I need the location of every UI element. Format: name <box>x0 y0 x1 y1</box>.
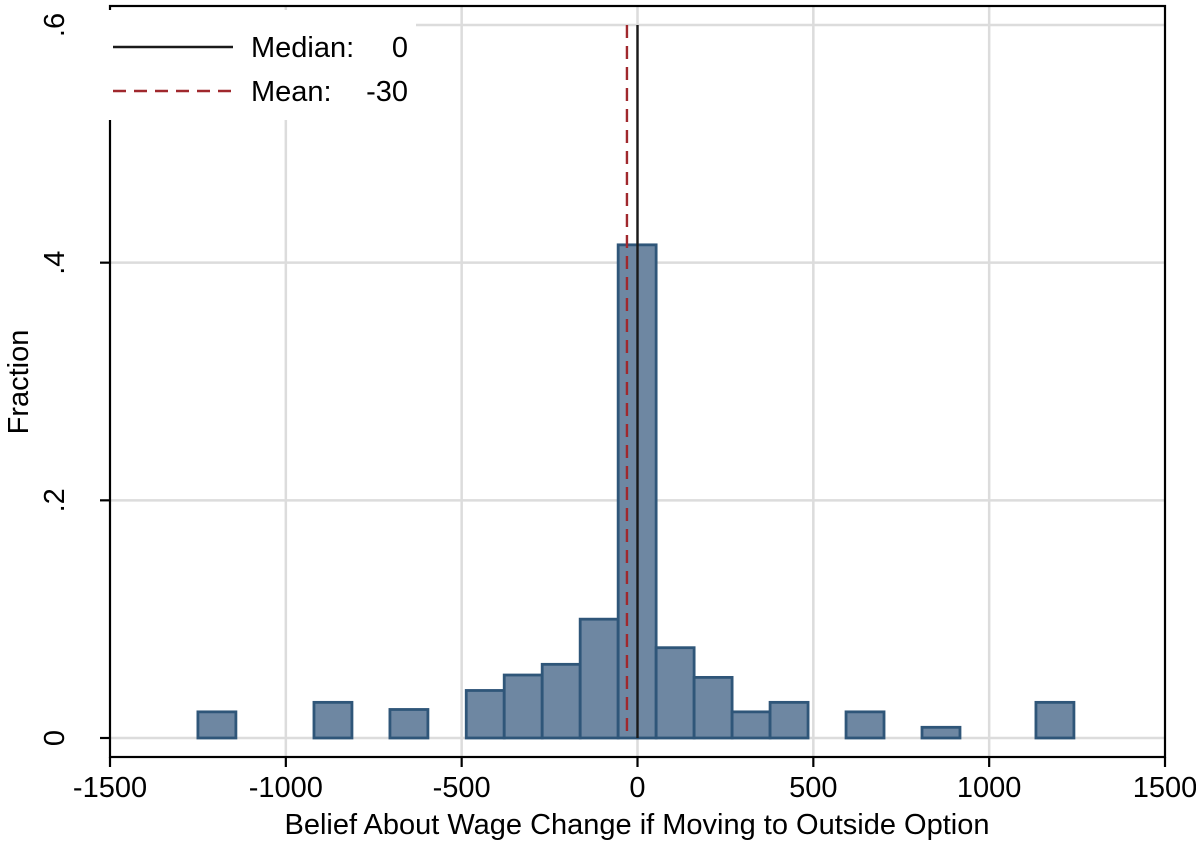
x-tick-label: -1000 <box>249 772 323 804</box>
histogram-bar <box>1034 700 1076 740</box>
histogram-bar <box>540 662 582 740</box>
x-tick-label: 0 <box>629 772 645 804</box>
histogram-bar <box>578 617 620 740</box>
histogram-bar <box>692 675 734 740</box>
legend-median-value: 0 <box>392 32 408 64</box>
histogram-bars <box>196 243 1076 740</box>
reference-lines <box>625 25 639 738</box>
x-tick-label: -500 <box>433 772 491 804</box>
y-tick-label: 0 <box>39 730 71 746</box>
y-tick-label: .6 <box>39 13 71 37</box>
legend-mean-value: -30 <box>366 76 408 108</box>
x-tick-label: 500 <box>789 772 837 804</box>
histogram-bar <box>196 710 238 740</box>
histogram-bar <box>312 700 354 740</box>
x-tick-label: 1500 <box>1133 772 1196 804</box>
histogram-bar <box>844 710 886 740</box>
x-axis-title: Belief About Wage Change if Moving to Ou… <box>284 809 989 841</box>
histogram-bar <box>502 673 544 740</box>
histogram-bar <box>464 689 506 740</box>
histogram-bar <box>768 700 810 740</box>
legend-mean-label: Mean: <box>251 76 332 108</box>
x-tick-label: 1000 <box>957 772 1022 804</box>
legend: Median: 0 Mean: -30 <box>96 10 416 120</box>
histogram-bar <box>654 646 696 740</box>
legend-box <box>96 10 416 120</box>
histogram-bar <box>388 708 430 740</box>
y-tick-label: .2 <box>39 488 71 512</box>
histogram-bar <box>920 725 962 740</box>
x-tick-label: -1500 <box>73 772 147 804</box>
y-axis-title: Fraction <box>3 330 35 435</box>
histogram-bar <box>730 710 772 740</box>
axes: -1500 -1000 -500 0 500 1000 1500 0 .2 .4 .6 <box>39 4 1196 804</box>
y-tick-label: .4 <box>39 251 71 275</box>
legend-median-label: Median: <box>251 32 354 64</box>
